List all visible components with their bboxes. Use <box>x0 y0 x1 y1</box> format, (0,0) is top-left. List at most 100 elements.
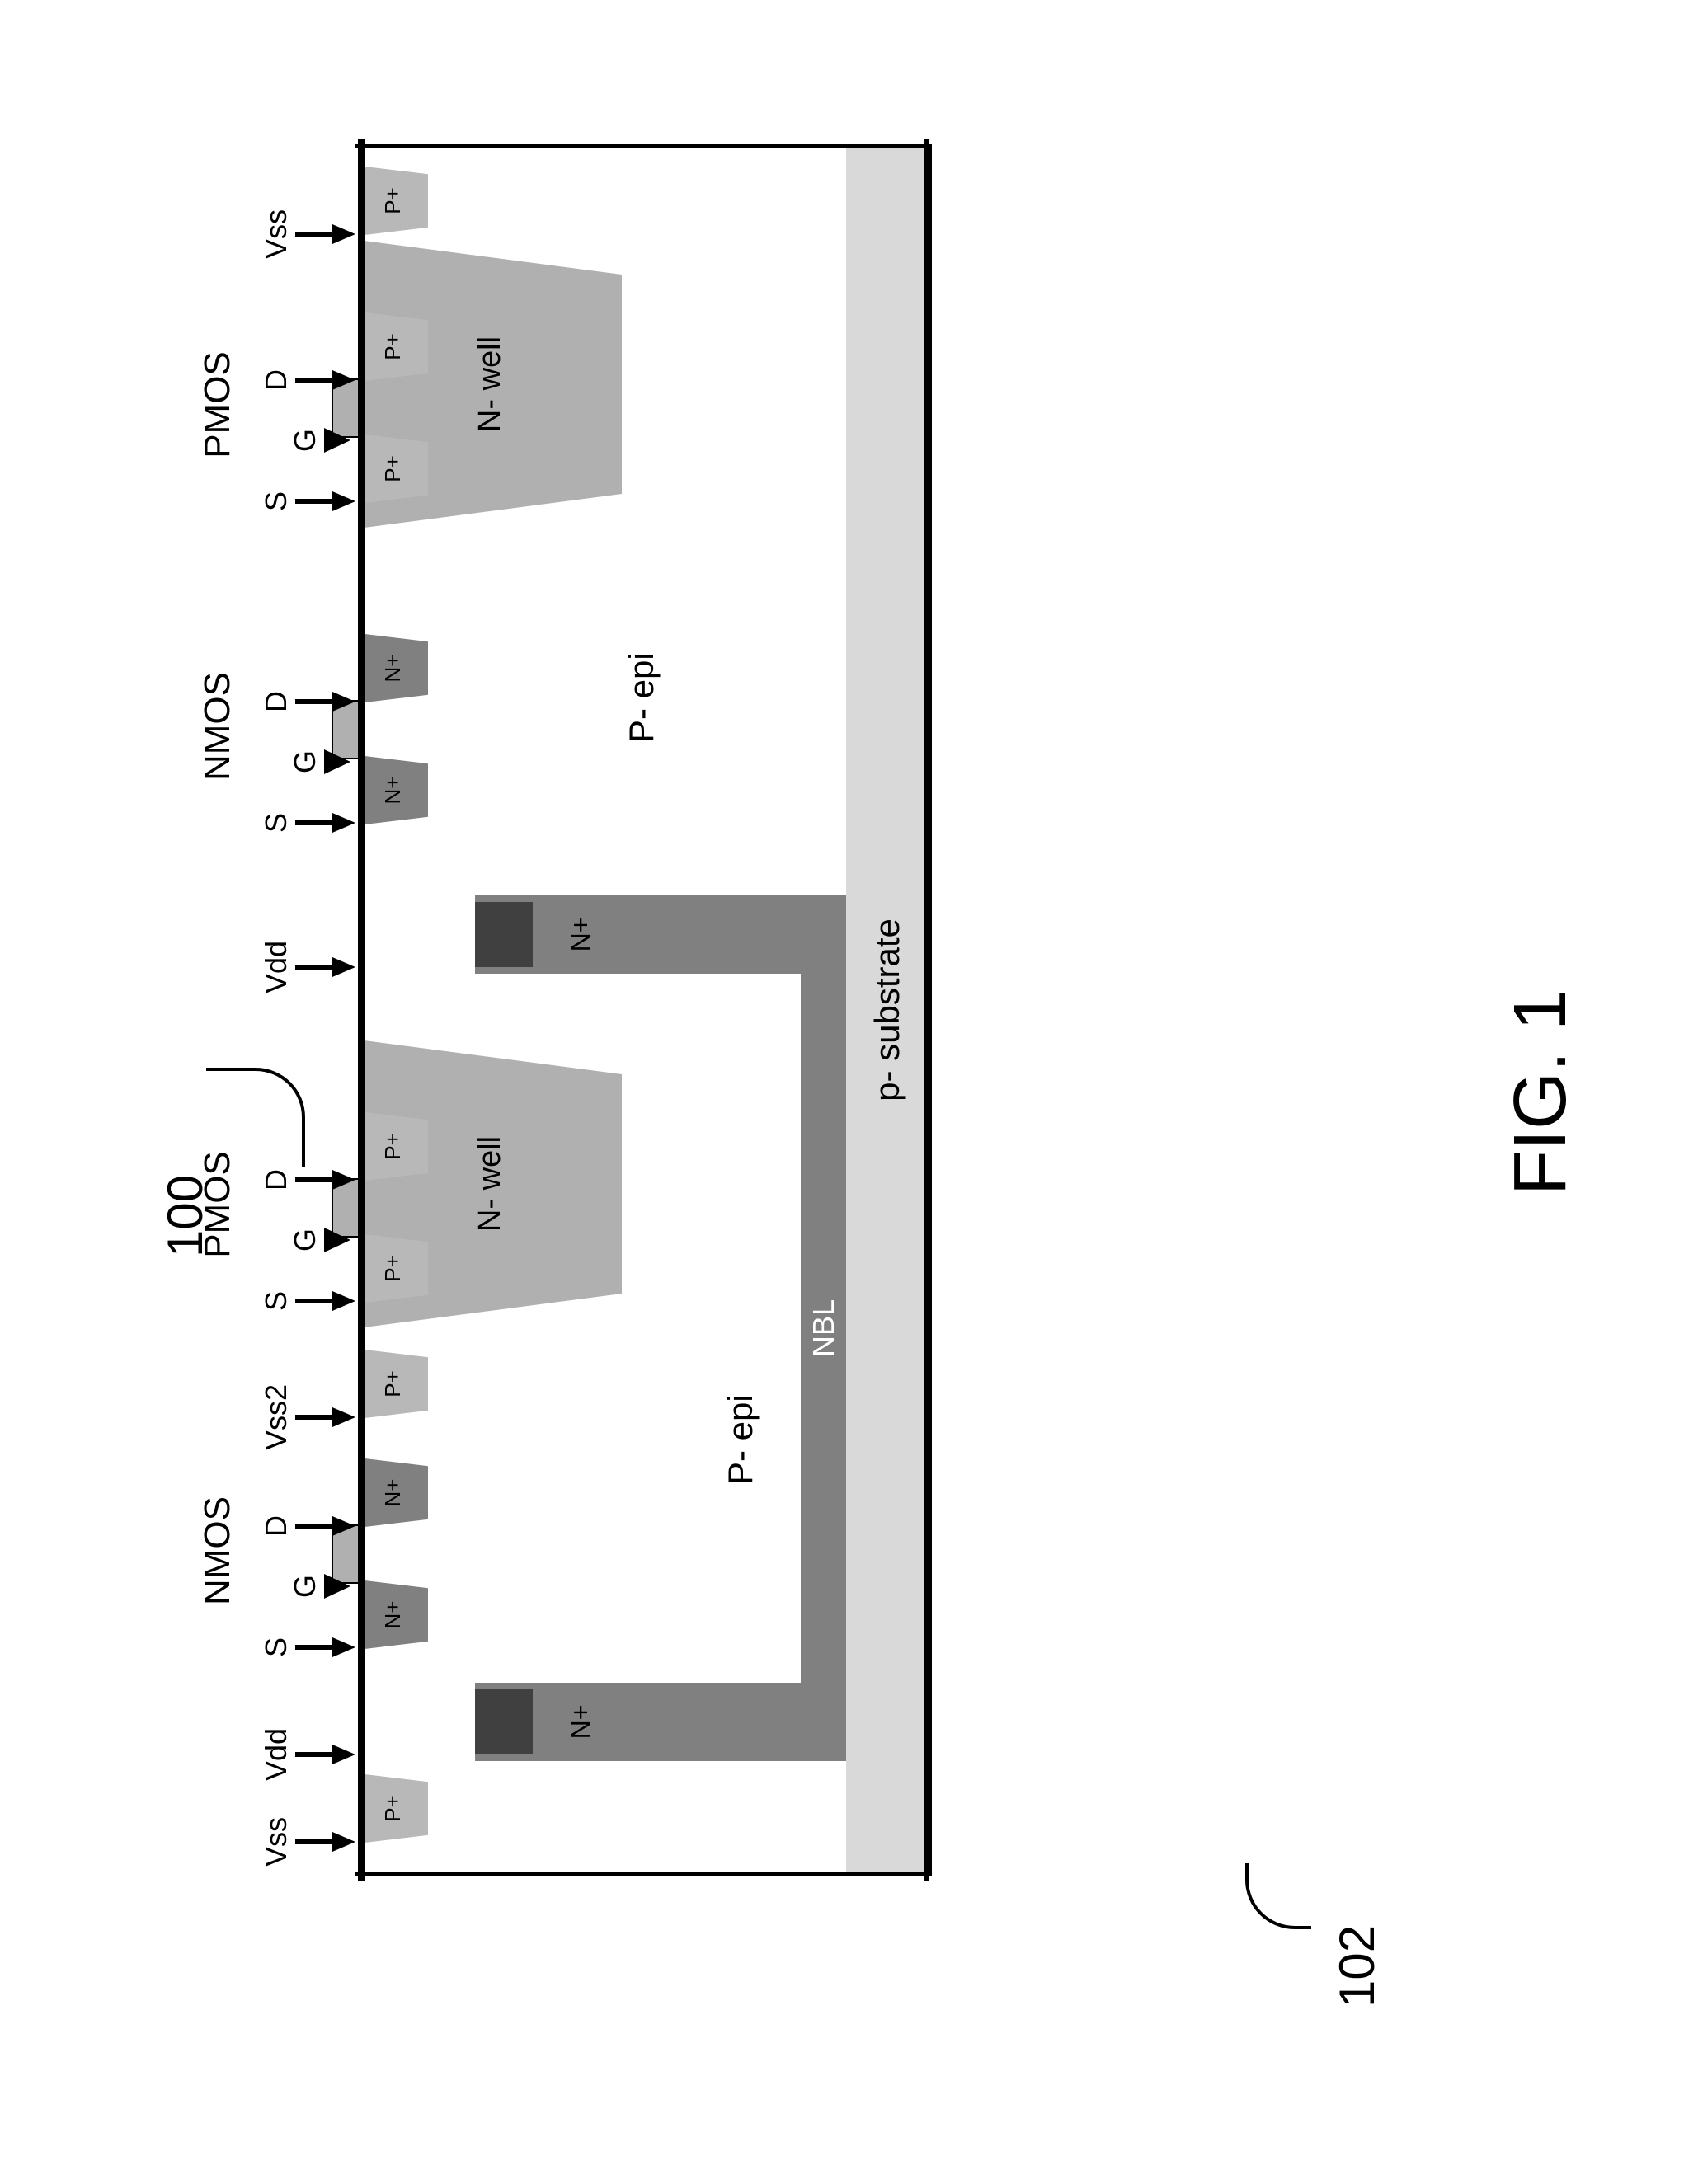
pin-label: S <box>259 790 294 856</box>
arrow-down-icon <box>332 1745 355 1764</box>
pin-label: Vdd <box>259 934 294 1000</box>
pin-vss-0: Vss <box>259 1809 355 1875</box>
substrate-label: p- substrate <box>868 918 907 1101</box>
bottom-surface-line <box>924 139 929 1881</box>
reference-leader-102 <box>1245 1863 1311 1929</box>
pin-s-10: S <box>259 790 355 856</box>
diffusion-9: P+ <box>358 312 428 382</box>
pin-label: S <box>259 1614 294 1680</box>
diffusion-7: N+ <box>358 633 428 703</box>
pin-d-12: D <box>259 669 355 735</box>
arrow-stem <box>295 820 332 825</box>
pin-label: Vdd <box>259 1721 294 1787</box>
cross-section-diagram: p- substrate P- epi P- epi NBL N+ N+ N- … <box>355 144 932 1876</box>
diffusion-10: P+ <box>358 166 428 236</box>
arrow-down-icon <box>332 491 355 511</box>
diffusion-5: P+ <box>358 1111 428 1181</box>
nbl-label: NBL <box>806 1299 840 1356</box>
arrow-stem <box>295 378 332 383</box>
pin-label: S <box>259 1268 294 1334</box>
pin-label: G <box>288 1553 322 1619</box>
pin-label: G <box>288 729 322 795</box>
diffusion-3: P+ <box>358 1349 428 1419</box>
pin-label: Vss <box>259 1809 294 1875</box>
diffusion-0: P+ <box>358 1773 428 1843</box>
arrow-stem <box>295 1299 332 1303</box>
arrow-stem <box>295 1415 332 1420</box>
pin-d-4: D <box>259 1493 355 1559</box>
device-label-nmos-2: NMOS <box>197 652 238 801</box>
arrow-stem <box>295 1839 332 1844</box>
pin-label: D <box>259 669 294 735</box>
substrate-layer: p- substrate <box>846 148 929 1872</box>
arrow-down-icon <box>332 370 355 390</box>
device-label-pmos-3: PMOS <box>197 331 238 479</box>
arrow-down-icon <box>332 1407 355 1427</box>
top-surface-line <box>358 139 365 1881</box>
arrow-down-icon <box>332 957 355 977</box>
nbl-riser-left-label: N+ <box>566 1704 596 1739</box>
arrow-stem <box>295 699 332 704</box>
nbl-cap-left <box>475 1689 533 1754</box>
diffusion-6: N+ <box>358 755 428 825</box>
pin-s-13: S <box>259 468 355 534</box>
device-label-pmos-1: PMOS <box>197 1130 238 1279</box>
nbl-riser-right: N+ <box>475 895 846 974</box>
arrow-stem <box>295 499 332 504</box>
pin-g-14: G <box>288 407 350 473</box>
device-label-nmos-0: NMOS <box>197 1477 238 1625</box>
arrow-closed-icon <box>324 1574 350 1599</box>
diffusion-1: N+ <box>358 1580 428 1650</box>
pin-s-2: S <box>259 1614 355 1680</box>
pin-label: Vss2 <box>259 1384 294 1450</box>
nwell-2-label: N- well <box>472 336 507 431</box>
arrow-closed-icon <box>324 428 350 453</box>
arrow-closed-icon <box>324 749 350 774</box>
pin-label: G <box>288 407 322 473</box>
arrow-down-icon <box>332 692 355 712</box>
arrow-down-icon <box>332 1832 355 1852</box>
diffusion-4: P+ <box>358 1233 428 1303</box>
pin-d-8: D <box>259 1147 355 1213</box>
page-rotated: 100 p- substrate P- epi P- epi NBL N+ N+… <box>107 62 1592 2123</box>
arrow-down-icon <box>332 813 355 833</box>
pin-vss-16: Vss <box>259 201 355 267</box>
pin-g-7: G <box>288 1207 350 1273</box>
diffusion-8: P+ <box>358 434 428 504</box>
pin-g-3: G <box>288 1553 350 1619</box>
diffusion-2: N+ <box>358 1458 428 1528</box>
arrow-down-icon <box>332 1170 355 1190</box>
arrow-stem <box>295 1177 332 1182</box>
arrow-down-icon <box>332 224 355 244</box>
arrow-stem <box>295 232 332 237</box>
nwell-1-label: N- well <box>472 1135 507 1231</box>
arrow-stem <box>295 1524 332 1529</box>
pin-g-11: G <box>288 729 350 795</box>
pin-label: D <box>259 1147 294 1213</box>
nbl-riser-right-label: N+ <box>566 917 596 951</box>
epi-label-2: P- epi <box>622 652 661 743</box>
arrow-closed-icon <box>324 1228 350 1252</box>
arrow-down-icon <box>332 1516 355 1536</box>
arrow-down-icon <box>332 1637 355 1657</box>
nbl-buried-layer: NBL <box>801 895 846 1761</box>
arrow-down-icon <box>332 1291 355 1311</box>
reference-numeral-102: 102 <box>1329 1924 1385 2007</box>
pin-label: D <box>259 1493 294 1559</box>
arrow-stem <box>295 965 332 970</box>
arrow-stem <box>295 1752 332 1757</box>
pin-d-15: D <box>259 347 355 413</box>
arrow-stem <box>295 1645 332 1650</box>
pin-label: G <box>288 1207 322 1273</box>
pin-label: S <box>259 468 294 534</box>
epi-label-1: P- epi <box>721 1394 760 1485</box>
figure-caption: FIG. 1 <box>1498 989 1583 1195</box>
pin-s-6: S <box>259 1268 355 1334</box>
pin-label: Vss <box>259 201 294 267</box>
pin-vss2-5: Vss2 <box>259 1384 355 1450</box>
nbl-cap-right <box>475 902 533 967</box>
pin-label: D <box>259 347 294 413</box>
pin-vdd-1: Vdd <box>259 1721 355 1787</box>
pin-vdd-9: Vdd <box>259 934 355 1000</box>
nbl-riser-left: N+ <box>475 1683 846 1761</box>
